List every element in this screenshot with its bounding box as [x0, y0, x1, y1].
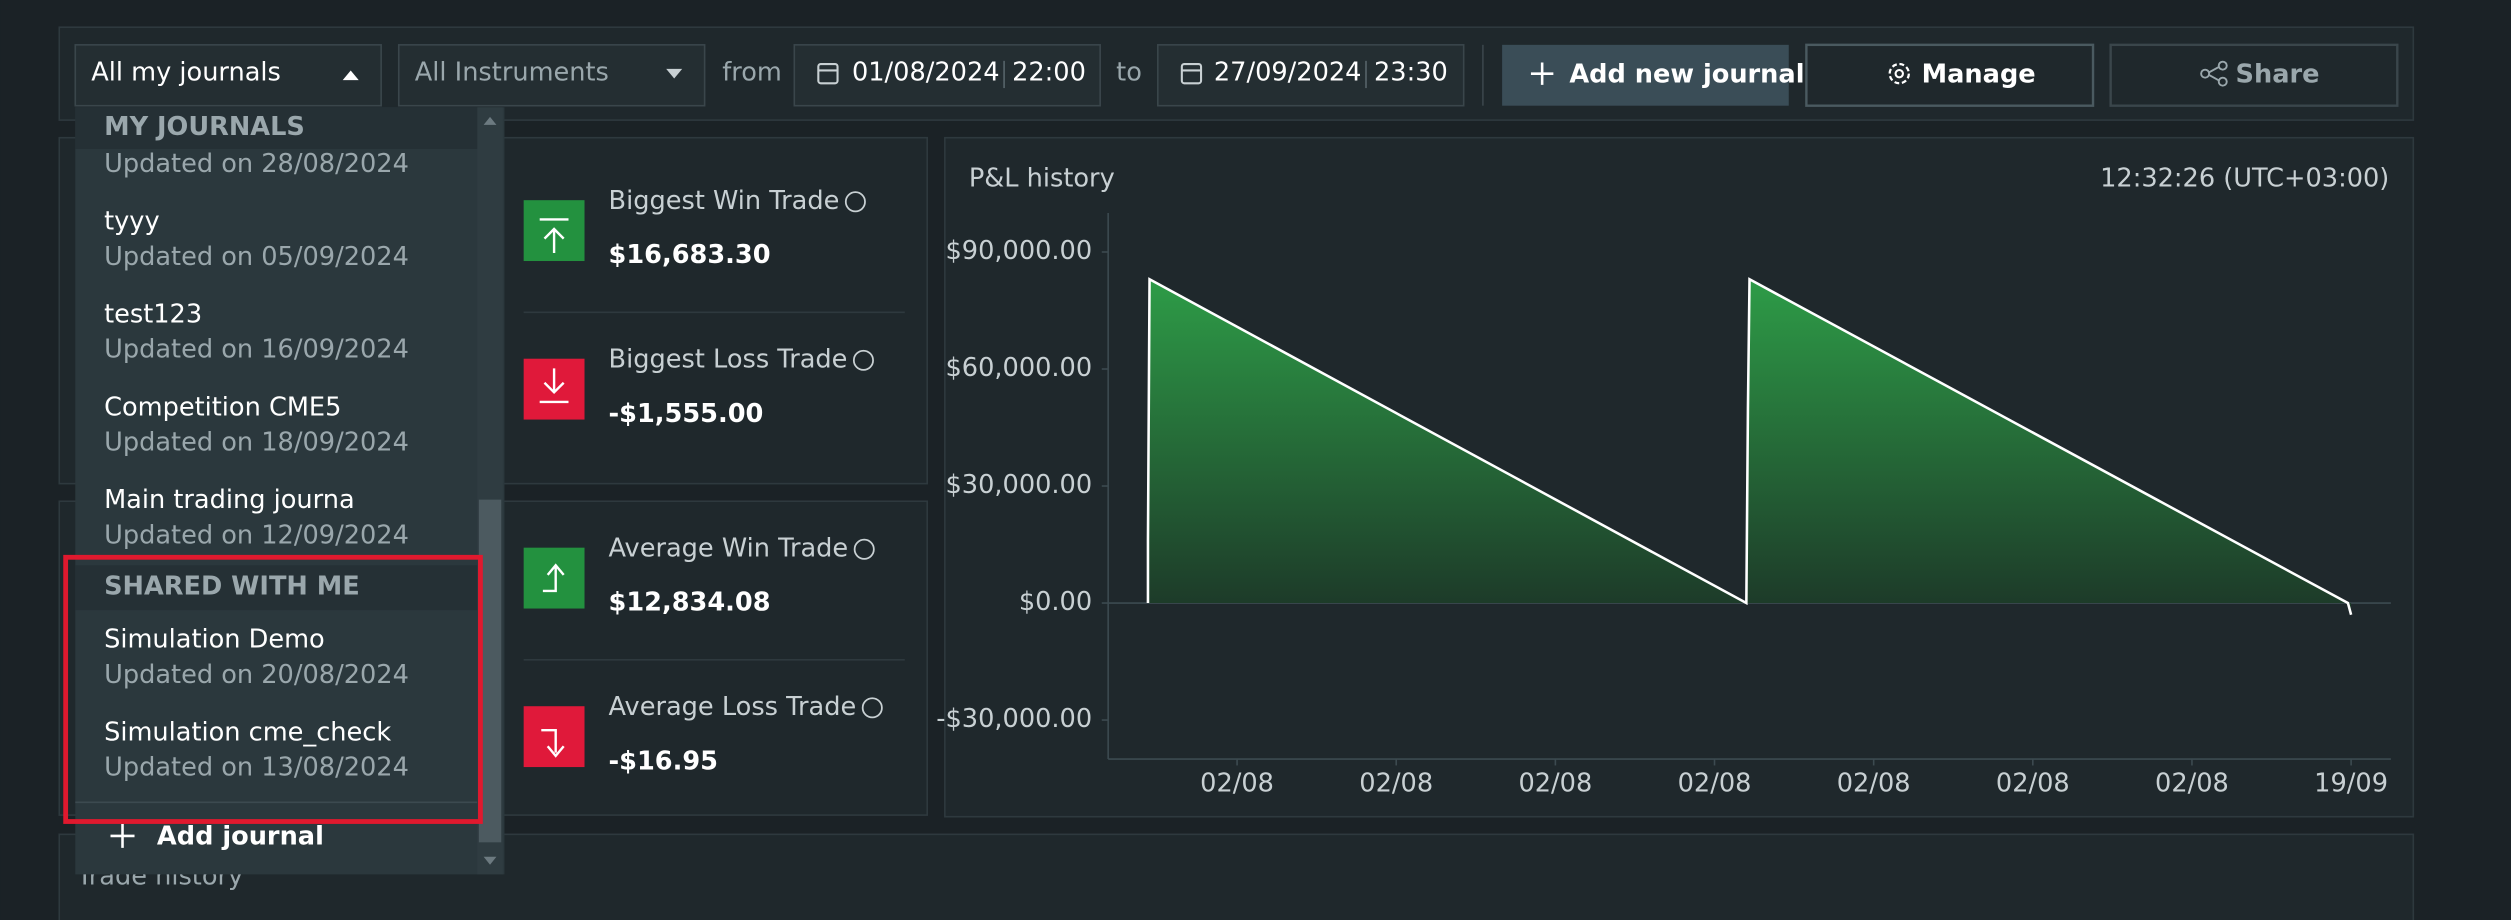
journal-updated[interactable]: Updated on 05/09/2024 — [104, 242, 409, 272]
scroll-up[interactable] — [483, 116, 497, 125]
y-tick-label: $60,000.00 — [946, 353, 1093, 383]
share-button[interactable]: Share — [2109, 43, 2399, 107]
info-icon[interactable] — [844, 191, 866, 213]
x-tick-label: 02/08 — [1996, 769, 2070, 799]
info-icon[interactable] — [861, 697, 883, 719]
pnl-line — [1146, 277, 2353, 616]
share-label[interactable]: Share — [2236, 59, 2320, 89]
chart-time: 12:32:26 (UTC+03:00) — [2100, 163, 2389, 193]
section-header: SHARED WITH ME — [104, 572, 360, 602]
to-label: to — [1116, 58, 1142, 88]
stat-icon-glyph — [541, 729, 565, 758]
x-tick-label: 02/08 — [1200, 769, 1274, 799]
journal-updated[interactable]: Updated on 12/09/2024 — [104, 520, 409, 550]
x-tick-label: 19/09 — [2314, 769, 2388, 799]
stat-icon-glyph — [539, 218, 569, 254]
menu-background — [75, 107, 505, 875]
stat-value: $12,834.08 — [609, 588, 771, 618]
instrument-select[interactable]: All Instruments — [397, 44, 706, 107]
manage-button[interactable]: Manage — [1805, 43, 2095, 107]
from-time[interactable]: 22:00 — [1012, 58, 1086, 88]
y-tick-label: $90,000.00 — [946, 236, 1093, 266]
add-journal-button[interactable]: Add journal — [110, 822, 324, 852]
to-date[interactable]: 27/09/2024 — [1214, 58, 1362, 88]
y-tick-label: -$30,000.00 — [936, 704, 1092, 734]
journal-name[interactable]: Simulation cme_check — [104, 717, 391, 747]
add-new-journal-label[interactable]: Add new journal — [1569, 59, 1804, 89]
manage-label[interactable]: Manage — [1922, 59, 2036, 89]
info-icon[interactable] — [852, 349, 874, 371]
journal-name[interactable]: tyyy — [104, 207, 160, 237]
to-time[interactable]: 23:30 — [1374, 58, 1448, 88]
journal-name[interactable]: Simulation Demo — [104, 625, 325, 655]
scroll-thumb[interactable] — [478, 499, 502, 843]
stats: Biggest Win Trade $16,683.30 Biggest Loss … — [523, 186, 883, 776]
stat-value: -$1,555.00 — [609, 399, 764, 429]
add-new-journal-button[interactable]: Add new journal — [1502, 44, 1804, 106]
journal-updated[interactable]: Updated on 28/08/2024 — [104, 149, 409, 179]
section-header: MY JOURNALS — [104, 112, 305, 142]
to-date-picker[interactable]: 27/09/2024 23:30 — [1157, 44, 1465, 107]
x-tick-label: 02/08 — [1359, 769, 1433, 799]
chart: $90,000.00 $60,000.00 $30,000.00 $0.00 -$30,… — [936, 212, 2391, 799]
stat-label: Average Win Trade — [609, 533, 849, 563]
stat-value: -$16.95 — [609, 746, 718, 776]
journal-name[interactable]: Competition CME5 — [104, 392, 341, 422]
journal-select[interactable]: All my journals — [74, 44, 382, 107]
journal-name[interactable]: test123 — [104, 299, 202, 329]
x-tick-label: 02/08 — [1678, 769, 1752, 799]
journal-name[interactable]: Main trading journa — [104, 485, 355, 515]
journal-select-label[interactable]: All my journals — [91, 58, 281, 88]
journal-updated[interactable]: Updated on 13/08/2024 — [104, 753, 409, 783]
from-label: from — [722, 58, 782, 88]
stat-icon-glyph — [539, 368, 569, 404]
from-date[interactable]: 01/08/2024 — [852, 58, 1000, 88]
stat-icon — [523, 547, 585, 609]
journal-menu: MY JOURNALS Updated on 28/08/2024 tyyy Upda… — [75, 107, 505, 875]
x-tick-label: 02/08 — [2155, 769, 2229, 799]
instrument-select-label[interactable]: All Instruments — [415, 58, 609, 88]
stat-label: Biggest Loss Trade — [609, 344, 848, 374]
pnl-area — [1147, 279, 2352, 615]
stat-icon — [523, 706, 585, 768]
from-date-picker[interactable]: 01/08/2024 22:00 — [793, 44, 1101, 107]
chart-title: P&L history — [969, 163, 1115, 193]
stat-value: $16,683.30 — [609, 240, 771, 270]
stat-icon-glyph — [542, 563, 565, 593]
y-tick-label: $0.00 — [1019, 587, 1092, 617]
stat-label: Average Loss Trade — [609, 692, 857, 722]
info-icon[interactable] — [853, 538, 875, 560]
x-tick-label: 02/08 — [1837, 769, 1911, 799]
y-tick-label: $30,000.00 — [946, 470, 1093, 500]
journal-updated[interactable]: Updated on 16/09/2024 — [104, 335, 409, 365]
highlight-box — [63, 554, 483, 824]
journal-updated[interactable]: Updated on 20/08/2024 — [104, 660, 409, 690]
add-journal-label[interactable]: Add journal — [157, 822, 324, 852]
journal-updated[interactable]: Updated on 18/09/2024 — [104, 428, 409, 458]
x-tick-label: 02/08 — [1518, 769, 1592, 799]
section-header-bg — [75, 565, 478, 611]
section-header-bg — [75, 107, 478, 149]
stat-label: Biggest Win Trade — [609, 186, 840, 216]
scroll-down[interactable] — [483, 856, 497, 865]
